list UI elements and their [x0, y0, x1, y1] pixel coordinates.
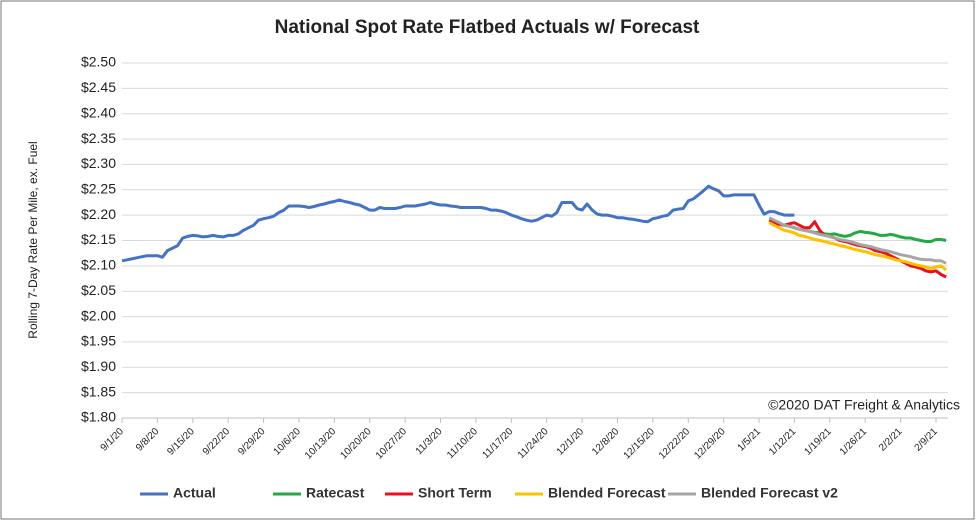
- y-tick-label: $2.25: [81, 180, 116, 196]
- y-tick-label: $1.90: [81, 358, 116, 374]
- y-tick-label: $2.20: [81, 206, 116, 222]
- y-tick-label: $2.05: [81, 282, 116, 298]
- y-tick-label: $2.45: [81, 79, 116, 95]
- annotation: ©2020 DAT Freight & Analytics: [768, 397, 960, 413]
- y-tick-label: $2.15: [81, 231, 116, 247]
- legend-label: Ratecast: [306, 485, 365, 501]
- y-tick-label: $2.40: [81, 104, 116, 120]
- y-tick-label: $2.50: [81, 54, 116, 70]
- y-tick-label: $2.10: [81, 257, 116, 273]
- y-tick-label: $2.00: [81, 307, 116, 323]
- y-tick-label: $2.35: [81, 130, 116, 146]
- series-line: [768, 221, 948, 272]
- y-tick-label: $1.85: [81, 383, 116, 399]
- y-tick-label: $2.30: [81, 155, 116, 171]
- series-line: [121, 184, 795, 263]
- y-tick-label: $1.95: [81, 333, 116, 349]
- legend-label: Short Term: [418, 485, 492, 501]
- legend-label: Blended Forecast: [548, 485, 666, 501]
- legend-label: Blended Forecast v2: [701, 485, 838, 501]
- y-tick-label: $1.80: [81, 409, 116, 425]
- y-axis-label: Rolling 7-Day Rate Per Mile, ex. Fuel: [26, 141, 40, 338]
- legend-label: Actual: [173, 485, 216, 501]
- chart-title: National Spot Rate Flatbed Actuals w/ Fo…: [275, 17, 700, 38]
- series-line: [768, 216, 947, 265]
